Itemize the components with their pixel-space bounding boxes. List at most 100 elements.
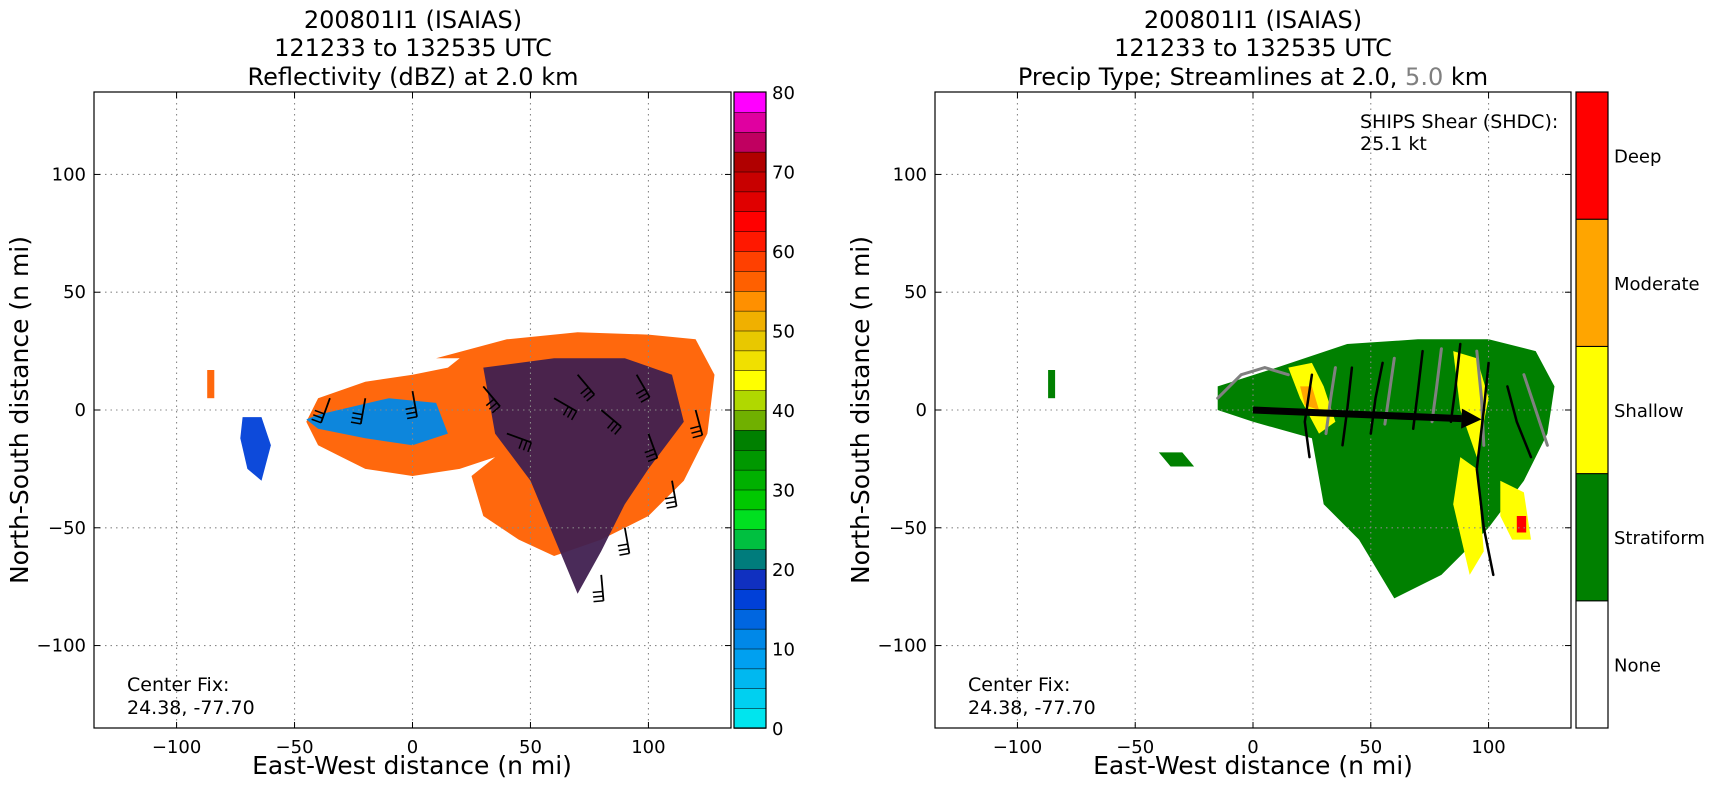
x-tick-label: 100 bbox=[1471, 737, 1505, 758]
left-grid bbox=[94, 92, 731, 728]
x-tick-label: 0 bbox=[407, 737, 418, 758]
colorbar-category-label: Moderate bbox=[1614, 274, 1700, 295]
wind-barb bbox=[350, 398, 367, 425]
colorbar-tick-label: 50 bbox=[772, 322, 795, 343]
right-center-fix-value: 24.38, -77.70 bbox=[968, 697, 1096, 719]
x-tick-label: −100 bbox=[993, 737, 1042, 758]
right-x-ticks: −100 −50 0 50 100 bbox=[993, 92, 1506, 758]
colorbar-segment bbox=[733, 389, 767, 411]
right-streamlines-2km bbox=[1303, 342, 1533, 577]
y-tick-label: 50 bbox=[904, 282, 927, 303]
right-colorbar-labels: None Stratiform Shallow Moderate Deep bbox=[1614, 147, 1705, 677]
right-x-axis-label: East-West distance (n mi) bbox=[1093, 751, 1413, 780]
streamline-2km bbox=[1475, 361, 1495, 577]
right-title-line-1: 200801I1 (ISAIAS) bbox=[1144, 6, 1362, 34]
streamline-5km bbox=[1475, 349, 1486, 447]
reflectivity-echo bbox=[240, 417, 271, 481]
colorbar-segment bbox=[733, 548, 767, 570]
left-x-axis-label: East-West distance (n mi) bbox=[252, 751, 572, 780]
colorbar-tick-label: 0 bbox=[772, 719, 783, 740]
colorbar-category-none bbox=[1575, 600, 1609, 729]
colorbar-segment bbox=[733, 429, 767, 451]
y-tick-label: −50 bbox=[48, 518, 86, 539]
precip-region bbox=[1158, 452, 1195, 467]
streamline-2km bbox=[1449, 342, 1462, 424]
wind-barb bbox=[506, 432, 533, 453]
y-tick-label: 100 bbox=[893, 164, 927, 185]
precip-region bbox=[1516, 516, 1527, 533]
colorbar-segment bbox=[733, 91, 767, 113]
colorbar-segment bbox=[733, 449, 767, 471]
right-shear-vector bbox=[1252, 406, 1482, 429]
colorbar-segment bbox=[733, 489, 767, 511]
right-center-fix-label: Center Fix: bbox=[968, 674, 1070, 696]
colorbar-category-shallow bbox=[1575, 345, 1609, 475]
wind-barb bbox=[405, 390, 418, 420]
colorbar-segment bbox=[733, 409, 767, 431]
colorbar-segment bbox=[733, 111, 767, 133]
colorbar-segment bbox=[733, 131, 767, 153]
streamline-2km bbox=[1341, 366, 1354, 447]
colorbar-segment bbox=[733, 211, 767, 232]
colorbar-segment bbox=[733, 250, 767, 272]
x-tick-label: 0 bbox=[1247, 737, 1258, 758]
colorbar-category-stratiform bbox=[1575, 473, 1609, 602]
precip-region bbox=[1500, 480, 1531, 540]
right-title-line-3: Precip Type; Streamlines at 2.0, 5.0 km bbox=[1018, 63, 1488, 91]
colorbar-segment bbox=[733, 608, 767, 630]
colorbar-segment bbox=[733, 529, 767, 550]
colorbar-segment bbox=[733, 310, 767, 332]
colorbar-tick-label: 70 bbox=[772, 163, 795, 184]
shear-arrow-shaft bbox=[1252, 406, 1462, 423]
wind-barb bbox=[311, 397, 331, 424]
precip-region bbox=[1048, 370, 1056, 399]
wind-barb bbox=[664, 480, 678, 509]
streamline-5km bbox=[1430, 347, 1443, 424]
colorbar-segment bbox=[733, 230, 767, 252]
colorbar-segment bbox=[733, 588, 767, 610]
streamline-2km bbox=[1369, 361, 1384, 435]
x-tick-label: −50 bbox=[1116, 737, 1154, 758]
right-shear-value: 25.1 kt bbox=[1360, 133, 1427, 155]
right-colorbar-frame bbox=[1575, 91, 1609, 729]
left-colorbar-frame bbox=[733, 91, 767, 729]
colorbar-segment bbox=[733, 370, 767, 391]
right-y-ticks: −100 −50 0 50 100 bbox=[878, 164, 1571, 657]
right-panel: 200801I1 (ISAIAS) 121233 to 132535 UTC P… bbox=[846, 6, 1705, 780]
left-title-line-2: 121233 to 132535 UTC bbox=[274, 34, 552, 62]
streamline-5km bbox=[1216, 366, 1290, 400]
shear-arrow-head bbox=[1461, 408, 1482, 429]
x-tick-label: 50 bbox=[519, 737, 542, 758]
streamline-2km bbox=[1506, 385, 1533, 459]
colorbar-category-deep bbox=[1575, 91, 1609, 220]
colorbar-segment bbox=[733, 469, 767, 491]
reflectivity-echo bbox=[207, 370, 215, 399]
y-tick-label: 0 bbox=[916, 400, 927, 421]
x-tick-label: 50 bbox=[1359, 737, 1382, 758]
colorbar-segment bbox=[733, 648, 767, 670]
left-title-line-3: Reflectivity (dBZ) at 2.0 km bbox=[248, 63, 579, 91]
colorbar-category-label: Stratiform bbox=[1614, 528, 1705, 549]
left-y-axis-label: North-South distance (n mi) bbox=[5, 236, 34, 584]
wind-barb bbox=[482, 385, 501, 414]
colorbar-segment bbox=[733, 688, 767, 709]
precip-region bbox=[1453, 457, 1484, 575]
wind-barb bbox=[635, 374, 651, 403]
wind-barb bbox=[644, 433, 659, 463]
wind-barb bbox=[617, 527, 631, 556]
x-tick-label: −50 bbox=[276, 737, 314, 758]
left-colorbar bbox=[733, 91, 767, 729]
left-title-line-1: 200801I1 (ISAIAS) bbox=[304, 6, 522, 34]
colorbar-tick-label: 20 bbox=[772, 560, 795, 581]
streamline-5km bbox=[1522, 373, 1549, 447]
streamline-5km bbox=[1324, 366, 1337, 436]
streamline-2km bbox=[1303, 373, 1314, 459]
colorbar-segment bbox=[733, 171, 767, 193]
colorbar-segment bbox=[733, 707, 767, 729]
left-colorbar-ticks: 0 10 20 30 40 50 60 70 80 bbox=[772, 83, 795, 740]
colorbar-category-moderate bbox=[1575, 218, 1609, 347]
wind-barb bbox=[690, 409, 704, 439]
precip-region bbox=[1217, 339, 1555, 599]
wind-barb bbox=[600, 409, 622, 435]
